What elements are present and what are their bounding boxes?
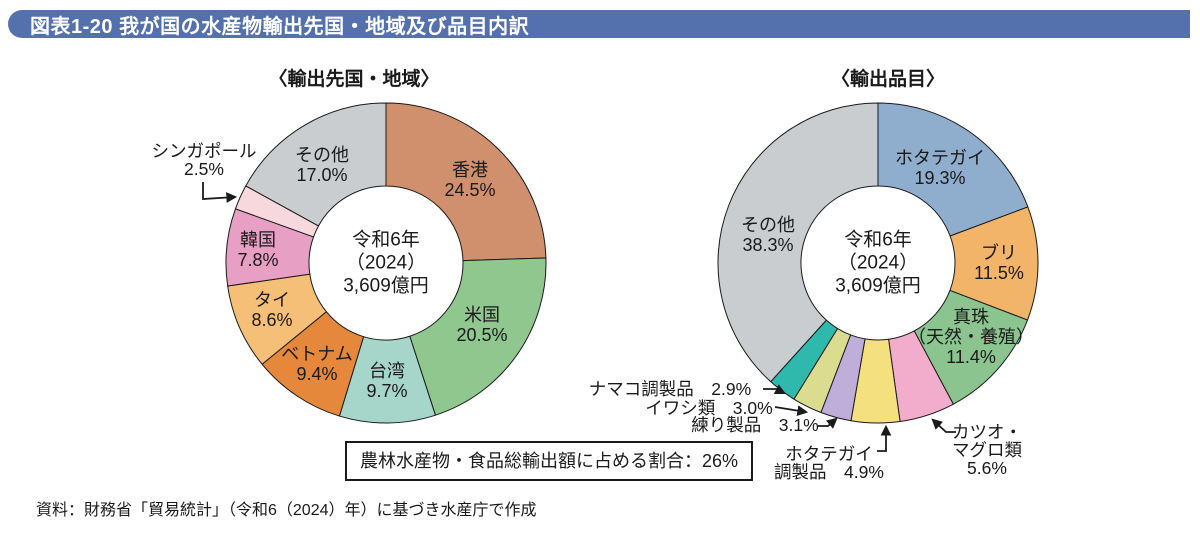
figure-title: 図表1-20 我が国の水産物輸出先国・地域及び品目内訳 [30, 15, 530, 38]
slice-米国 [409, 257, 547, 416]
leader-line-ホタテガイ調製品 [877, 424, 892, 452]
source-note: 資料：財務省「貿易統計」（令和6（2024）年）に基づき水産庁で作成 [36, 502, 537, 519]
leader-line-ナマコ調製品 [763, 384, 786, 394]
slice-その他 [245, 102, 387, 227]
right-chart-title: 〈輸出品目〉 [830, 69, 946, 90]
note-box: 農林水産物・食品総輸出額に占める割合：26% [345, 441, 754, 481]
left-chart-title: 〈輸出先国・地域〉 [268, 69, 440, 90]
slice-香港 [385, 102, 547, 262]
leader-line-シンガポール [202, 182, 238, 203]
slice-その他 [717, 102, 879, 383]
figure-header: 図表1-20 我が国の水産物輸出先国・地域及び品目内訳 [8, 10, 1190, 38]
slice-ホタテガイ [877, 102, 1029, 237]
leader-line-イワシ類 [774, 405, 809, 416]
leader-line-練り製品 [818, 417, 838, 429]
leader-line-カツオ・マグロ類 [931, 418, 956, 433]
